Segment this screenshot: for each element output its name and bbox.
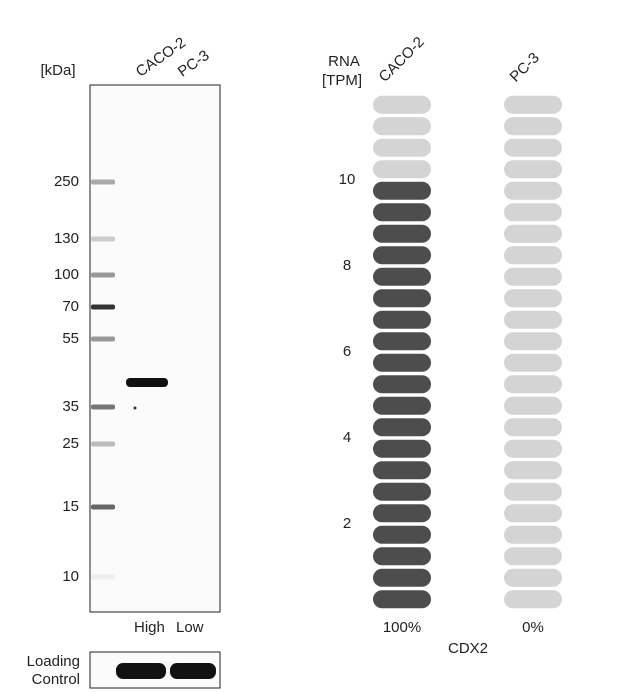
rna-pill <box>373 160 431 179</box>
marker-band <box>91 404 115 410</box>
rna-pill <box>504 289 562 308</box>
rna-pill <box>373 439 431 458</box>
rna-axis-label: [TPM] <box>322 72 362 89</box>
marker-label: 25 <box>62 435 79 452</box>
rna-pill <box>373 353 431 372</box>
rna-pill <box>373 246 431 265</box>
marker-band <box>91 504 115 510</box>
marker-label: 70 <box>62 298 79 315</box>
rna-pill <box>504 547 562 566</box>
rna-pill <box>504 181 562 200</box>
marker-label: 130 <box>54 230 79 247</box>
rna-pill <box>504 396 562 415</box>
rna-pill <box>504 590 562 609</box>
loading-band <box>116 663 166 679</box>
loading-control-label: Control <box>32 671 80 688</box>
rna-pill <box>373 181 431 200</box>
rna-pill <box>504 246 562 265</box>
protein-band <box>126 378 168 387</box>
rna-pill <box>373 267 431 286</box>
rna-tick-label: 8 <box>343 257 351 274</box>
rna-pill <box>373 375 431 394</box>
marker-band <box>91 236 115 242</box>
blot-panel <box>89 84 221 613</box>
rna-pill <box>504 117 562 136</box>
rna-pill <box>504 375 562 394</box>
rna-pill <box>373 396 431 415</box>
rna-pill <box>373 138 431 157</box>
rna-pill <box>373 332 431 351</box>
rna-pill <box>373 525 431 544</box>
marker-label: 100 <box>54 266 79 283</box>
rna-pill <box>373 117 431 136</box>
rna-pill <box>504 568 562 587</box>
rna-pill <box>504 95 562 114</box>
blot-spot <box>133 406 137 410</box>
rna-pill <box>373 461 431 480</box>
rna-tick-label: 2 <box>343 515 351 532</box>
rna-pill <box>504 332 562 351</box>
rna-pill <box>373 289 431 308</box>
rna-pill <box>504 418 562 437</box>
rna-pill <box>504 224 562 243</box>
loading-band <box>170 663 216 679</box>
rna-pill <box>504 138 562 157</box>
rna-axis-label: RNA <box>328 53 360 70</box>
marker-label: 15 <box>62 498 79 515</box>
rna-pill <box>504 267 562 286</box>
rna-pill <box>504 525 562 544</box>
rna-bar <box>504 95 562 609</box>
rna-pill <box>373 568 431 587</box>
marker-band <box>91 441 115 447</box>
rna-pill <box>373 547 431 566</box>
sample-label: PC-3 <box>507 49 543 85</box>
marker-label: 250 <box>54 173 79 190</box>
percent-label: 100% <box>383 619 421 636</box>
expression-label: High <box>134 619 165 636</box>
rna-pill <box>373 203 431 222</box>
rna-pill <box>373 482 431 501</box>
expression-label: Low <box>176 619 204 636</box>
rna-tick-label: 10 <box>339 171 356 188</box>
percent-label: 0% <box>522 619 544 636</box>
sample-label: CACO-2 <box>376 34 428 86</box>
rna-pill <box>504 461 562 480</box>
rna-pill <box>504 482 562 501</box>
marker-label: 10 <box>62 568 79 585</box>
marker-label: 35 <box>62 398 79 415</box>
rna-tick-label: 4 <box>343 429 351 446</box>
marker-band <box>91 336 115 342</box>
marker-band <box>91 304 115 310</box>
rna-pill <box>504 203 562 222</box>
rna-pill <box>504 310 562 329</box>
rna-pill <box>373 590 431 609</box>
rna-pill <box>504 504 562 523</box>
rna-pill <box>373 224 431 243</box>
rna-pill <box>373 95 431 114</box>
rna-tick-label: 6 <box>343 343 351 360</box>
marker-band <box>91 272 115 278</box>
rna-pill <box>504 353 562 372</box>
rna-pill <box>373 504 431 523</box>
gene-label: CDX2 <box>448 640 488 657</box>
rna-pill <box>373 310 431 329</box>
marker-label: 55 <box>62 330 79 347</box>
rna-pill <box>373 418 431 437</box>
unit-label: [kDa] <box>40 62 75 79</box>
loading-control-label: Loading <box>27 653 80 670</box>
rna-pill <box>504 160 562 179</box>
marker-band <box>91 574 115 580</box>
marker-band <box>91 179 115 185</box>
rna-bar <box>373 95 431 609</box>
rna-pill <box>504 439 562 458</box>
